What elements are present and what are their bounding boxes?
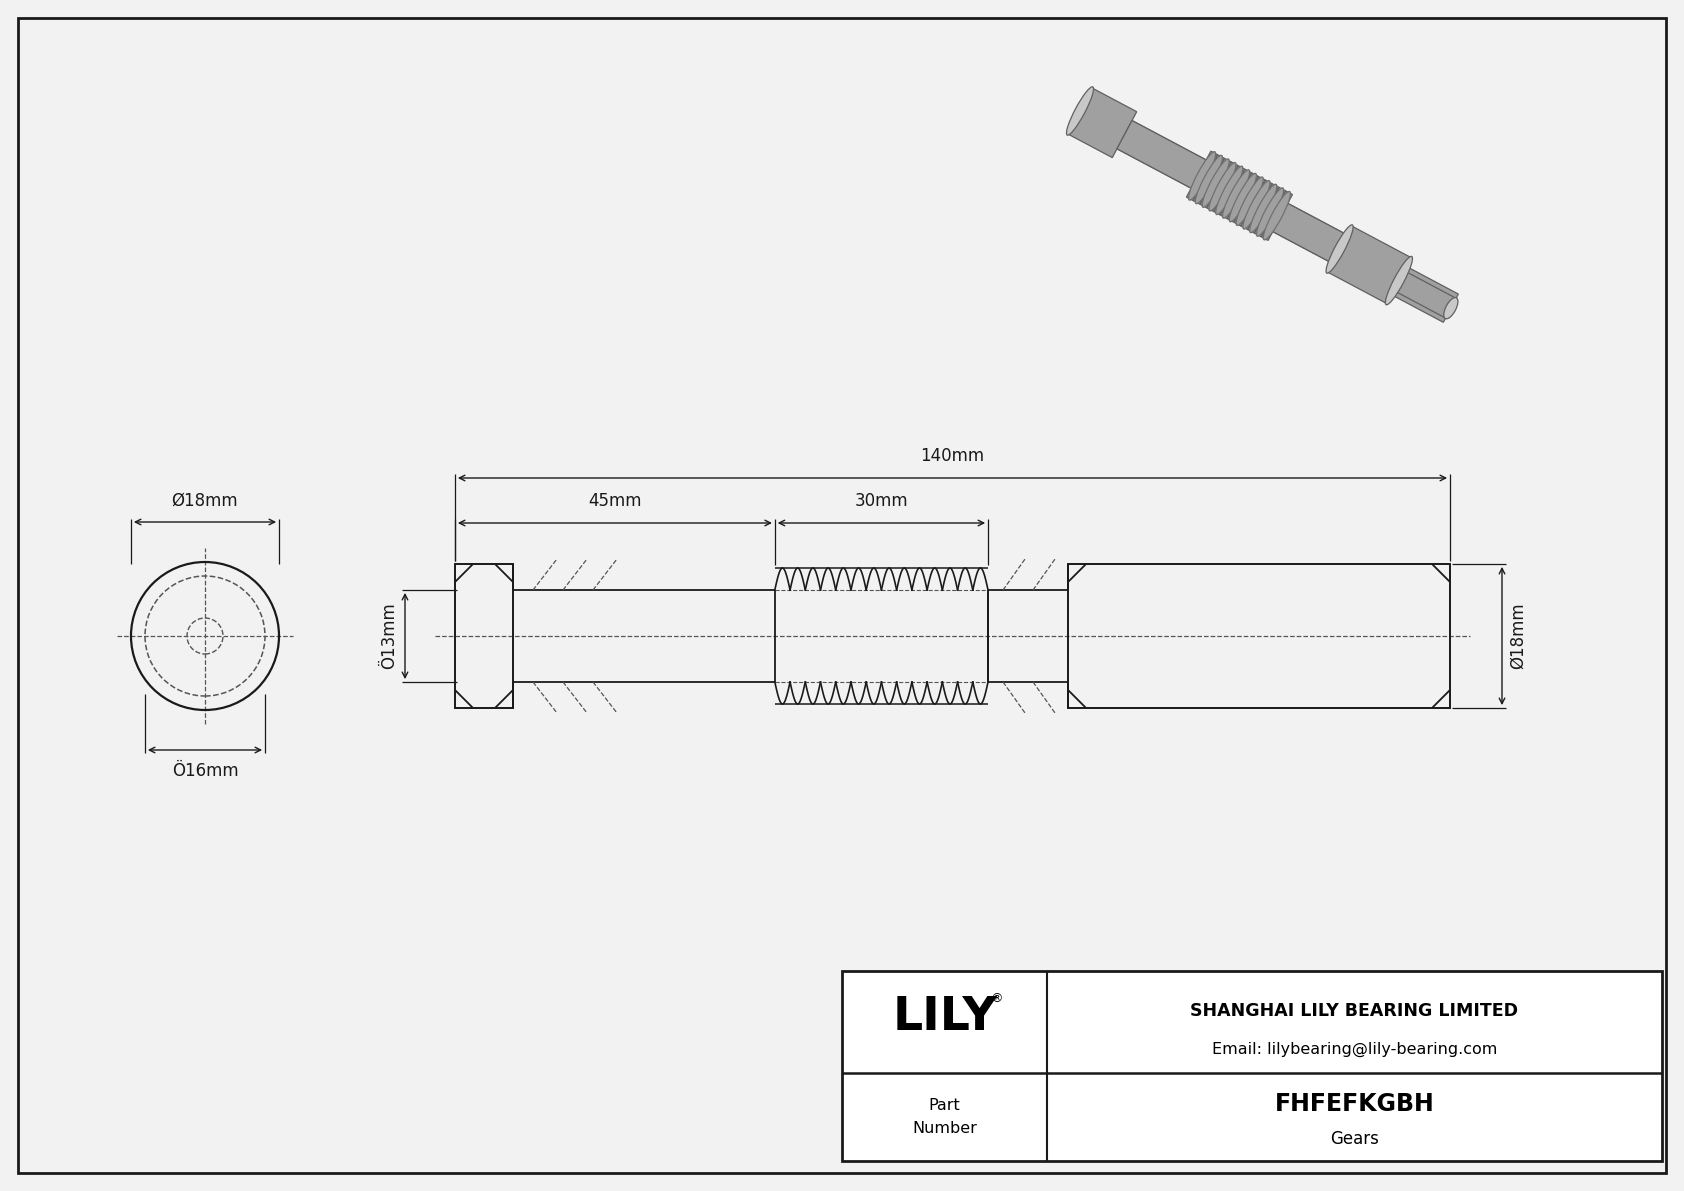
- Ellipse shape: [1243, 181, 1270, 229]
- Text: Ø18mm: Ø18mm: [172, 492, 239, 510]
- Text: Ö16mm: Ö16mm: [172, 762, 239, 780]
- Ellipse shape: [1066, 87, 1093, 136]
- Polygon shape: [1116, 120, 1206, 188]
- Ellipse shape: [1202, 158, 1229, 207]
- Polygon shape: [1201, 158, 1231, 208]
- Ellipse shape: [1236, 177, 1263, 225]
- Polygon shape: [1248, 183, 1278, 233]
- Ellipse shape: [1223, 170, 1250, 218]
- Polygon shape: [1228, 173, 1258, 223]
- Ellipse shape: [1250, 185, 1276, 232]
- Ellipse shape: [1386, 256, 1413, 305]
- Ellipse shape: [1209, 162, 1236, 211]
- Polygon shape: [1221, 169, 1251, 219]
- Bar: [1068, 565, 1450, 707]
- Polygon shape: [1394, 270, 1457, 318]
- Ellipse shape: [1443, 298, 1458, 319]
- Text: ®: ®: [990, 992, 1002, 1005]
- Polygon shape: [1241, 180, 1271, 230]
- Ellipse shape: [1216, 167, 1243, 214]
- Polygon shape: [1207, 162, 1238, 212]
- Polygon shape: [1234, 176, 1265, 226]
- Polygon shape: [1187, 151, 1218, 200]
- Text: Ö13mm: Ö13mm: [381, 603, 397, 669]
- Text: 30mm: 30mm: [854, 492, 908, 510]
- Text: Part
Number: Part Number: [913, 1098, 977, 1135]
- Text: Gears: Gears: [1330, 1130, 1379, 1148]
- Text: FHFEFKGBH: FHFEFKGBH: [1275, 1092, 1435, 1116]
- Bar: [842, 971, 1662, 1161]
- Polygon shape: [1194, 155, 1224, 205]
- Bar: [842, 971, 1662, 1161]
- Polygon shape: [1068, 88, 1137, 157]
- Ellipse shape: [1263, 192, 1290, 239]
- Bar: [455, 565, 514, 707]
- Ellipse shape: [1325, 225, 1354, 273]
- Polygon shape: [1214, 166, 1244, 216]
- Text: 140mm: 140mm: [921, 447, 985, 464]
- Text: SHANGHAI LILY BEARING LIMITED: SHANGHAI LILY BEARING LIMITED: [1191, 1002, 1519, 1019]
- Polygon shape: [1273, 204, 1347, 263]
- Ellipse shape: [1189, 151, 1216, 200]
- Text: LILY: LILY: [893, 996, 997, 1041]
- Polygon shape: [1261, 191, 1292, 241]
- Text: Email: lilybearing@lily-bearing.com: Email: lilybearing@lily-bearing.com: [1212, 1041, 1497, 1056]
- Text: 45mm: 45mm: [588, 492, 642, 510]
- Ellipse shape: [1229, 174, 1256, 222]
- Ellipse shape: [1196, 155, 1223, 204]
- Polygon shape: [1073, 96, 1458, 323]
- Ellipse shape: [1256, 188, 1283, 236]
- Polygon shape: [1255, 187, 1285, 237]
- Polygon shape: [1327, 226, 1411, 304]
- Text: Ø18mm: Ø18mm: [1509, 603, 1527, 669]
